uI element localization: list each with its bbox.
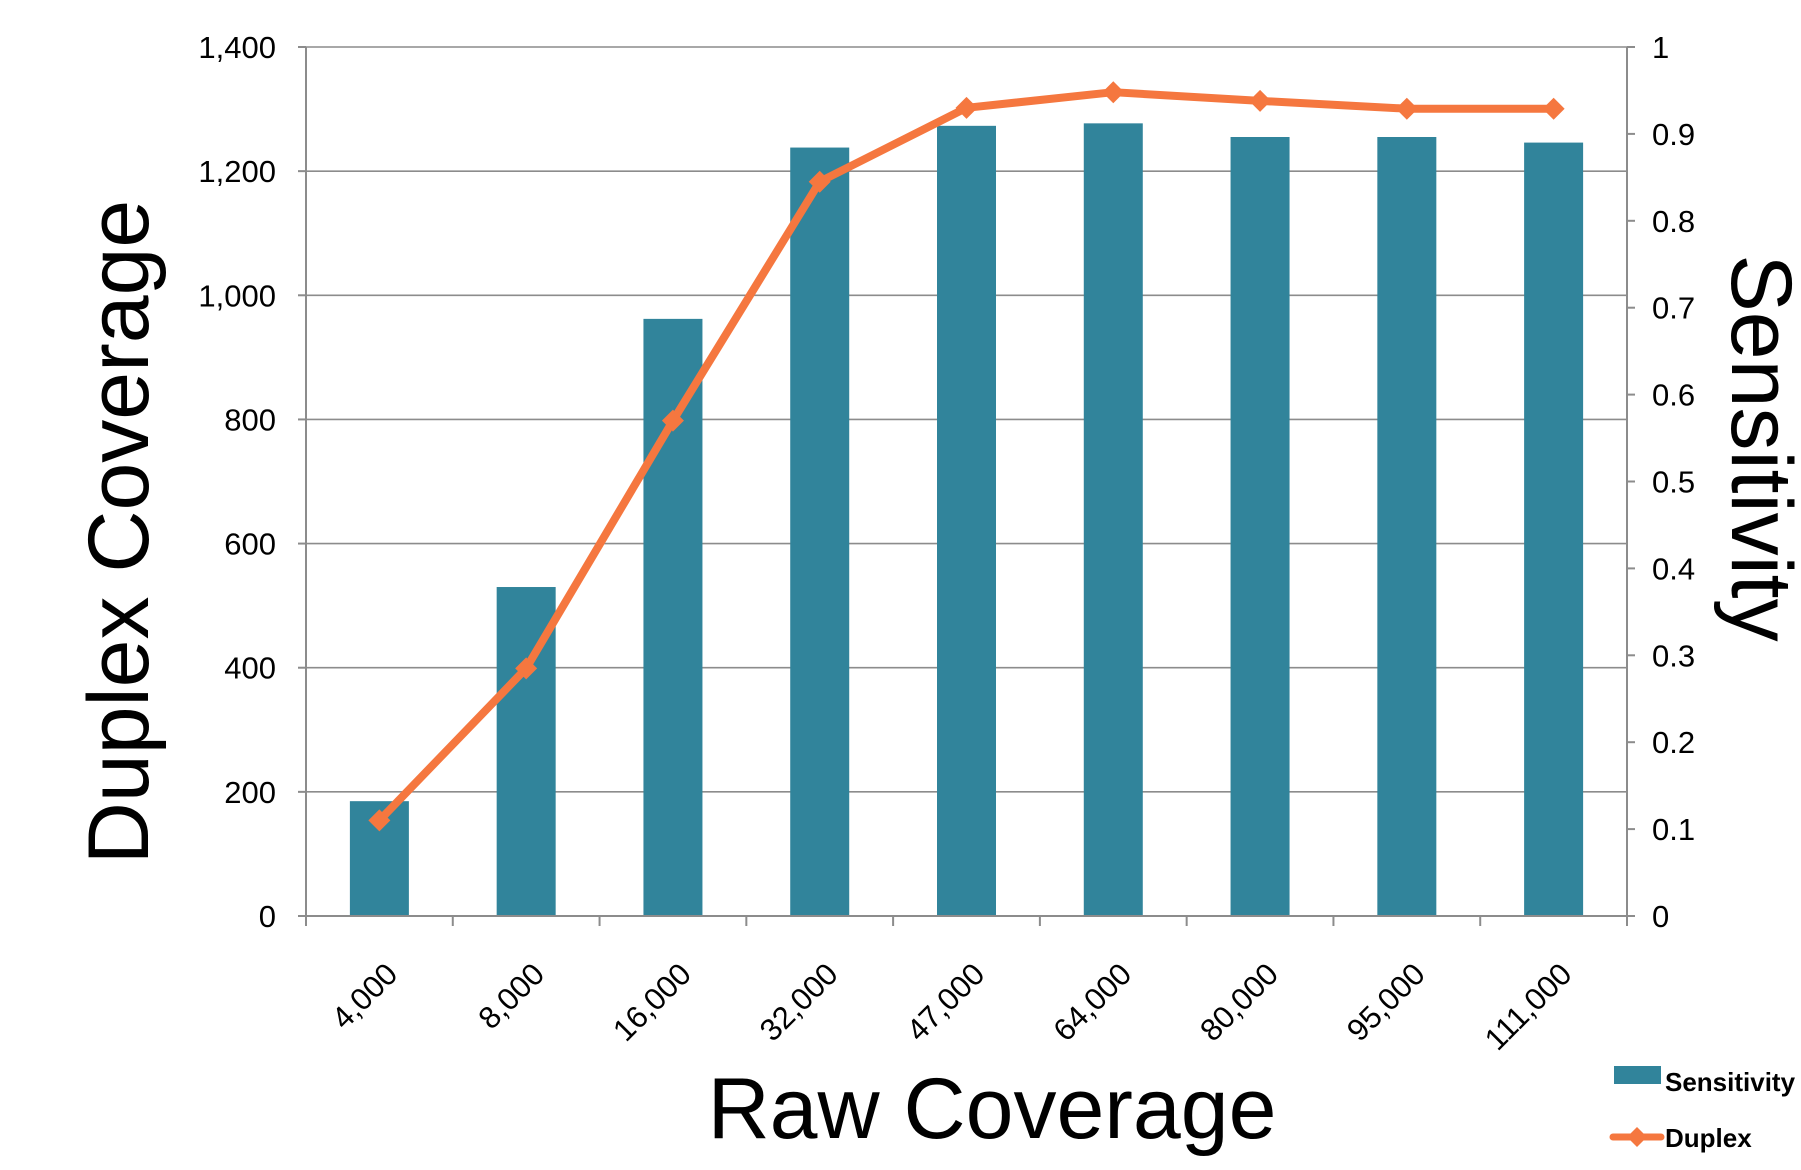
y-right-tick-label: 0.5 (1652, 465, 1695, 500)
y-right-tick-label: 0 (1652, 899, 1669, 934)
duplex-point-6 (1102, 81, 1125, 104)
duplex-point-1 (368, 809, 391, 832)
axes (298, 46, 1635, 926)
x-tick-label: 16,000 (606, 956, 698, 1048)
y-right-tick-label: 0.6 (1652, 378, 1695, 413)
x-axis-title: Raw Coverage (708, 1061, 1277, 1157)
legend: Sensitivity Duplex (1609, 1066, 1796, 1153)
x-tick-label: 95,000 (1340, 956, 1432, 1048)
x-tick-label: 111,000 (1478, 956, 1579, 1057)
x-tick-label: 64,000 (1046, 956, 1138, 1048)
y-right-tick-label: 0.1 (1652, 812, 1695, 847)
duplex-point-5 (955, 96, 978, 119)
y-right-tick-label: 0.8 (1652, 204, 1695, 239)
bar-4 (790, 147, 850, 916)
bar-6 (1083, 123, 1143, 917)
x-tick-label: 32,000 (753, 956, 845, 1048)
x-tick-label: 8,000 (472, 956, 552, 1036)
legend-swatch-sensitivity (1614, 1066, 1661, 1084)
line-series (368, 81, 1565, 832)
y-left-tick-label: 600 (224, 527, 276, 562)
bar-9 (1524, 142, 1584, 917)
duplex-point-8 (1395, 97, 1418, 120)
y-axis-right-title: Sensitivity (1713, 254, 1801, 641)
duplex-point-3 (661, 409, 684, 432)
y-right-tick-label: 0.4 (1652, 551, 1695, 586)
duplex-point-4 (808, 170, 831, 193)
y-axis-left-title: Duplex Coverage (71, 200, 167, 864)
bar-7 (1230, 137, 1290, 917)
y-left-tick-label: 0 (259, 899, 276, 934)
legend-label-sensitivity: Sensitivity (1665, 1067, 1796, 1097)
duplex-point-9 (1542, 97, 1565, 120)
bar-series (349, 123, 1584, 917)
x-tick-label: 4,000 (325, 956, 405, 1036)
x-tick-label: 80,000 (1193, 956, 1285, 1048)
bar-5 (937, 125, 996, 917)
y-right-tick-label: 0.3 (1652, 638, 1695, 673)
y-right-tick-label: 0.7 (1652, 291, 1695, 326)
y-right-tick-label: 1 (1652, 30, 1669, 65)
y-left-tick-label: 200 (224, 775, 276, 810)
y-right-tick-label: 0.2 (1652, 725, 1695, 760)
duplex-point-7 (1249, 89, 1272, 112)
y-left-tick-label: 1,200 (198, 154, 276, 189)
bar-3 (643, 318, 703, 916)
y-left-tick-label: 1,400 (198, 30, 276, 65)
bar-8 (1377, 137, 1437, 917)
y-left-tick-label: 400 (224, 651, 276, 686)
y-left-tick-label: 1,000 (198, 278, 276, 313)
x-tick-label: 47,000 (900, 956, 992, 1048)
legend-label-duplex: Duplex (1665, 1123, 1752, 1153)
legend-swatch-duplex-marker (1627, 1127, 1647, 1147)
y-right-tick-label: 0.9 (1652, 117, 1695, 152)
y-left-tick-label: 800 (224, 402, 276, 437)
duplex-point-2 (515, 657, 538, 680)
